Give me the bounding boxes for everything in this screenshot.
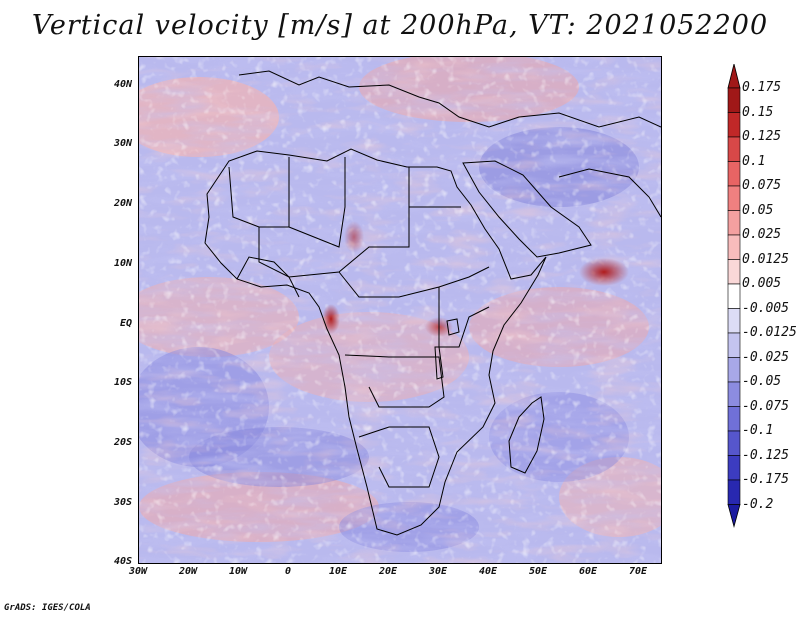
lat-label-30s: 30S [113, 497, 132, 508]
lon-label-50e: 50E [528, 566, 548, 577]
colorbar-tick-label: -0.05 [742, 374, 782, 389]
colorbar-swatch [727, 406, 741, 432]
colorbar-bottom-arrow [727, 504, 741, 529]
map-plot-area [138, 56, 662, 564]
colorbar-tick-label: 0.005 [742, 276, 782, 291]
colorbar-tick-label: -0.2 [742, 496, 774, 512]
colorbar-swatch [727, 185, 741, 211]
colorbar-tick-label: 0.05 [742, 202, 774, 218]
lat-label-40s: 40S [113, 556, 132, 567]
lat-label-10n: 10N [113, 258, 132, 269]
colorbar-tick-label: -0.025 [742, 349, 789, 365]
colorbar-tick-label: 0.175 [742, 80, 782, 95]
colorbar-tick-label: 0.075 [742, 178, 782, 193]
border-southern [358, 426, 440, 488]
lon-label-40e: 40E [478, 566, 498, 577]
colorbar-tick-label: 0.025 [742, 227, 782, 242]
colorbar-tick-label: -0.1 [742, 423, 774, 438]
colorbar-swatch [727, 283, 741, 309]
arabian-peninsula [462, 160, 592, 258]
colorbar-swatch [727, 234, 741, 260]
colorbar-tick-label: 0.0125 [742, 251, 789, 267]
lon-label-10e: 10E [328, 566, 348, 577]
colorbar-swatch [727, 87, 741, 113]
colorbar-swatch [727, 161, 741, 187]
colorbar-top-arrow [727, 64, 741, 89]
mediterranean-europe [238, 70, 661, 128]
software-credit: GrADS: IGES/COLA [4, 603, 91, 613]
border-sahara-central [288, 157, 346, 248]
border-west-africa [236, 256, 300, 298]
lat-label-20s: 20S [113, 437, 132, 448]
colorbar-tick-label: -0.175 [742, 472, 789, 487]
lat-label-30n: 30N [113, 138, 132, 149]
coastlines-and-borders [204, 70, 661, 536]
lake-tanganyika [434, 346, 444, 380]
lon-label-20w: 20W [178, 566, 198, 577]
colorbar-swatch [727, 381, 741, 407]
colorbar-tick-label: -0.125 [742, 447, 789, 463]
colorbar-swatch [727, 136, 741, 162]
madagascar-coastline [508, 396, 545, 474]
lon-label-30w: 30W [128, 566, 148, 577]
lon-label-0: 0 [284, 566, 292, 577]
lon-label-60e: 60E [578, 566, 598, 577]
colorbar-swatch [727, 210, 741, 236]
colorbar-tick-label: -0.0125 [742, 325, 797, 340]
colorbar-swatch [727, 357, 741, 383]
lat-label-10s: 10S [113, 377, 132, 388]
colorbar-tick-label: -0.075 [742, 398, 789, 414]
vertical-velocity-field [139, 57, 661, 563]
field-speckle [139, 57, 661, 563]
lat-label-eq: EQ [119, 318, 132, 329]
strong-updraft-cells [322, 221, 629, 337]
colorbar-swatch [727, 308, 741, 334]
colorbar-swatch [727, 455, 741, 481]
colorbar-swatches [727, 64, 741, 529]
lon-label-70e: 70E [628, 566, 648, 577]
lat-label-40n: 40N [113, 79, 132, 90]
colorbar-swatch [727, 479, 741, 505]
africa-coastline [204, 148, 547, 536]
lon-label-30e: 30E [428, 566, 448, 577]
map-title: Vertical velocity [m/s] at 200hPa, VT: 2… [31, 10, 769, 41]
lon-label-10w: 10W [228, 566, 248, 577]
colorbar-legend: 0.175 0.15 0.125 0.1 0.075 0.05 0.025 0.0125 0.0… [726, 64, 800, 554]
colorbar-swatch [727, 112, 741, 138]
persian-gulf-india [558, 168, 661, 218]
colorbar-tick-label: 0.1 [742, 153, 766, 169]
colorbar-tick-label: 0.125 [742, 129, 782, 144]
border-east [438, 287, 490, 348]
colorbar-tick-label: 0.15 [742, 104, 774, 120]
border-central [338, 266, 490, 298]
colorbar-swatch [727, 259, 741, 285]
lat-label-20n: 20N [113, 198, 132, 209]
colorbar-tick-label: -0.005 [742, 300, 789, 316]
colorbar-swatch [727, 430, 741, 456]
border-south-central [344, 354, 445, 408]
colorbar-swatch [727, 332, 741, 358]
lake-victoria [446, 318, 460, 336]
lon-label-20e: 20E [378, 566, 398, 577]
